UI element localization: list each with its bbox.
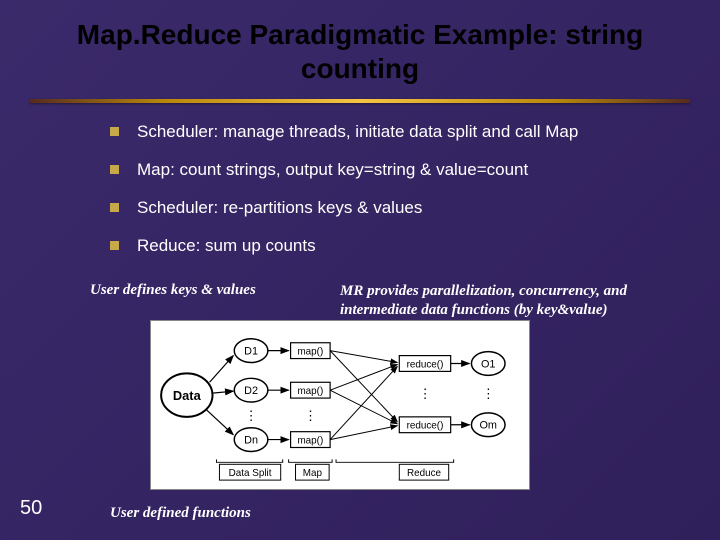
mapreduce-diagram: Data D1 D2 ⋮ Dn map() map() ⋮ map()	[150, 320, 530, 490]
d-node-label: D2	[244, 385, 258, 397]
bullet-list: Scheduler: manage threads, initiate data…	[0, 121, 720, 257]
map-label: map()	[297, 347, 323, 358]
stage-label: Reduce	[407, 468, 442, 479]
bullet-marker-icon	[110, 127, 119, 136]
bullet-item: Reduce: sum up counts	[110, 235, 660, 257]
d-node-label: D1	[244, 346, 258, 358]
svg-text:⋮: ⋮	[482, 386, 495, 401]
diagram-svg: Data D1 D2 ⋮ Dn map() map() ⋮ map()	[151, 321, 529, 489]
slide: Map.Reduce Paradigmatic Example: string …	[0, 0, 720, 540]
map-label: map()	[297, 386, 323, 397]
bullet-marker-icon	[110, 165, 119, 174]
bottom-annotation: User defined functions	[110, 505, 251, 522]
o-node-label: Om	[479, 420, 497, 432]
page-number: 50	[20, 497, 42, 520]
slide-title: Map.Reduce Paradigmatic Example: string …	[0, 0, 720, 93]
stage-label: Data Split	[229, 468, 272, 479]
svg-text:⋮: ⋮	[419, 386, 432, 401]
divider-bar	[30, 99, 690, 103]
o-node-label: O1	[481, 358, 496, 370]
bullet-text: Map: count strings, output key=string & …	[137, 159, 528, 181]
bullet-marker-icon	[110, 203, 119, 212]
bullet-marker-icon	[110, 241, 119, 250]
bullet-text: Scheduler: manage threads, initiate data…	[137, 121, 578, 143]
svg-text:⋮: ⋮	[304, 408, 317, 423]
bullet-text: Reduce: sum up counts	[137, 235, 316, 257]
reduce-label: reduce()	[407, 421, 444, 432]
annotation-left: User defines keys & values	[90, 282, 310, 321]
stage-label: Map	[303, 468, 323, 479]
bullet-text: Scheduler: re-partitions keys & values	[137, 197, 422, 219]
annotation-right: MR provides parallelization, concurrency…	[340, 282, 680, 321]
reduce-label: reduce()	[407, 359, 444, 370]
svg-text:⋮: ⋮	[245, 408, 258, 423]
data-label: Data	[173, 388, 202, 403]
bullet-item: Map: count strings, output key=string & …	[110, 159, 660, 181]
annotation-row: User defines keys & values MR provides p…	[0, 274, 720, 321]
bullet-item: Scheduler: manage threads, initiate data…	[110, 121, 660, 143]
d-node-label: Dn	[244, 435, 258, 447]
map-label: map()	[297, 436, 323, 447]
bullet-item: Scheduler: re-partitions keys & values	[110, 197, 660, 219]
